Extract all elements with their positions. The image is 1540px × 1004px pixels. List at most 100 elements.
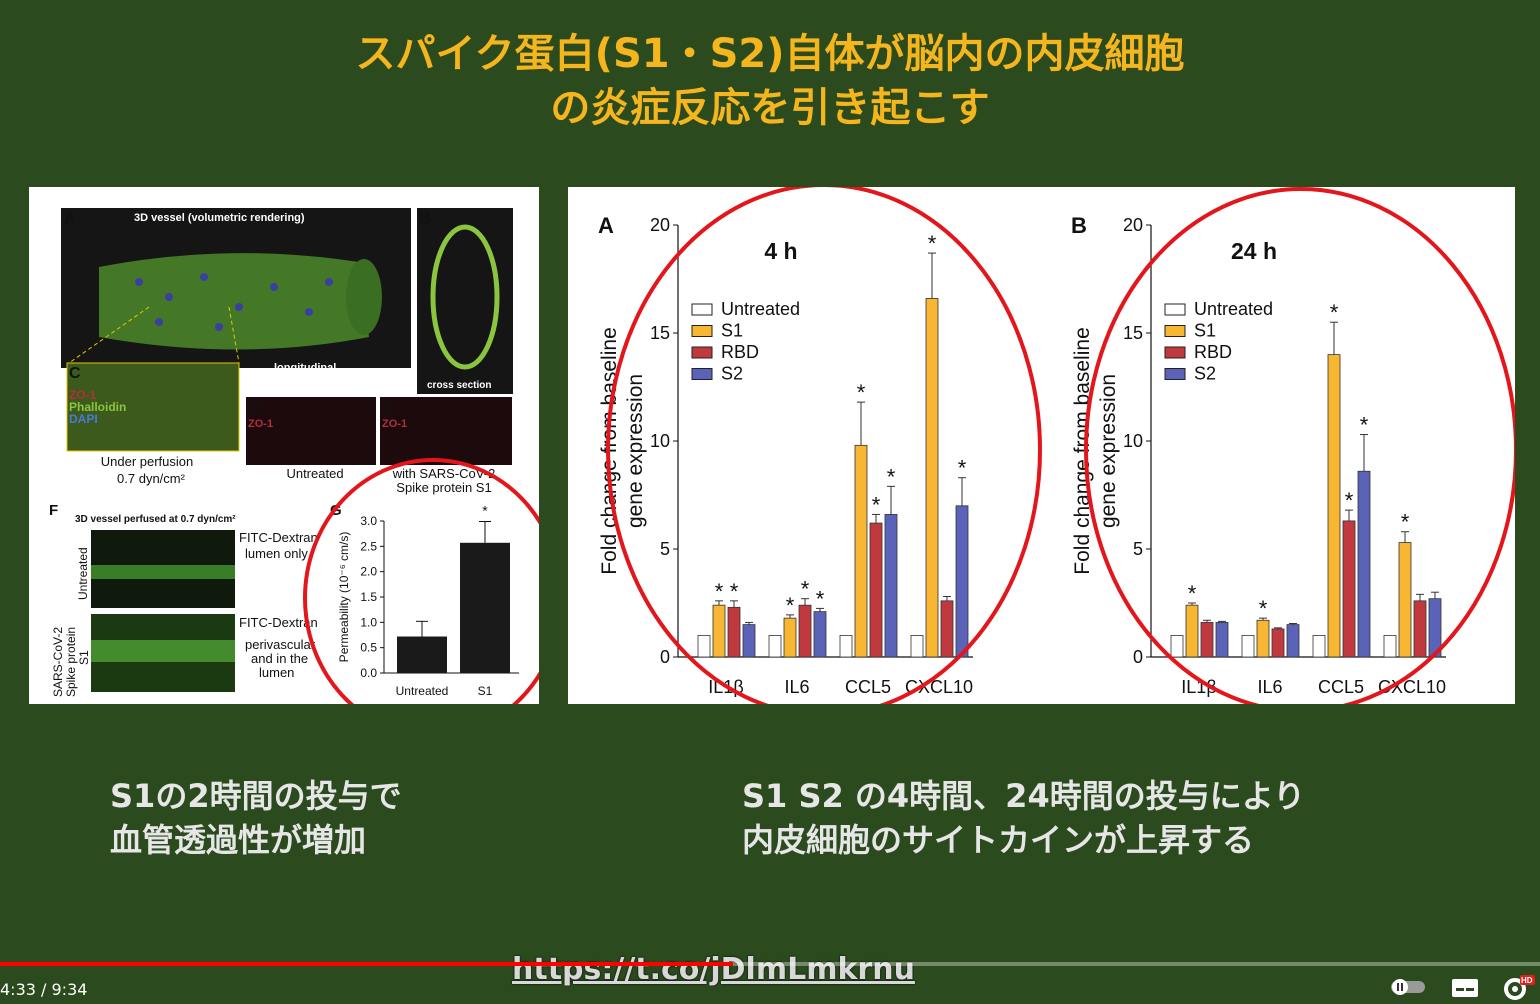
- y-tick-label: 0: [1133, 647, 1143, 667]
- bar: [1256, 619, 1270, 658]
- bar: [854, 444, 868, 658]
- settings-hd-icon[interactable]: HD: [1502, 974, 1536, 1004]
- bar: [1398, 542, 1412, 658]
- panel-f-note1a: FITC-Dextran: [239, 530, 318, 545]
- bar: [798, 604, 812, 658]
- right-figure-panel: A 0 5 10 15 20 Fold change from baseline gene e…: [568, 183, 1518, 717]
- x-tick-label: CCL5: [845, 677, 891, 697]
- legend-label: RBD: [1194, 342, 1232, 362]
- sig-star: *: [816, 586, 825, 611]
- bar: [1312, 634, 1326, 658]
- x-tick-label: CXCL10: [905, 677, 973, 697]
- time-display: 4:33 / 9:34: [0, 980, 88, 999]
- panel-e-caption1: with SARS-CoV-2: [392, 466, 496, 481]
- x-tick-label: IL6: [784, 677, 809, 697]
- x-tick-label: CCL5: [1318, 677, 1364, 697]
- progress-fill[interactable]: [0, 962, 734, 966]
- bar: [1327, 354, 1341, 658]
- caption-left-line1: S1の2時間の投与で: [110, 777, 402, 815]
- legend-swatch: [691, 325, 713, 337]
- y-tick-label: 15: [1123, 323, 1143, 343]
- panel-e-label: E: [382, 399, 392, 416]
- legend-swatch: [1164, 303, 1186, 316]
- bar: [768, 634, 782, 658]
- sig-star: *: [1360, 413, 1369, 438]
- panel-e-stain: ZO-1: [382, 418, 407, 430]
- caption-right-line1: S1 S2 の4時間、24時間の投与により: [742, 777, 1306, 815]
- bar: [742, 624, 756, 658]
- sig-star: *: [958, 456, 967, 481]
- bar: [1413, 600, 1427, 658]
- panel-e-caption2: Spike protein S1: [396, 480, 491, 495]
- autoplay-toggle-icon[interactable]: [1390, 976, 1426, 1000]
- panel-b-label: B: [419, 210, 431, 227]
- g-y-tick-label: 1.0: [360, 615, 377, 629]
- panel-label: B: [1071, 213, 1087, 238]
- legend-swatch: [1164, 368, 1186, 380]
- left-figure-panel: A 3D vessel (volumetric rendering) longi…: [29, 187, 563, 738]
- slide-title-line2: の炎症反応を引き起こす: [550, 85, 990, 131]
- y-tick-label: 15: [650, 323, 670, 343]
- panel-b-sub: cross section: [427, 380, 491, 391]
- vessel-shape: [99, 253, 369, 350]
- y-axis-label-line1: Fold change from baseline: [1071, 327, 1094, 574]
- x-tick-label: CXCL10: [1378, 677, 1446, 697]
- sig-star: *: [730, 579, 739, 604]
- bar: [783, 617, 797, 658]
- sig-star: *: [887, 464, 896, 489]
- bar: [869, 522, 883, 658]
- chart-title: 24 h: [1231, 238, 1277, 264]
- sig-star: *: [1188, 581, 1197, 606]
- bar: [940, 600, 954, 658]
- legend-label: Untreated: [721, 299, 800, 319]
- legend-swatch: [691, 368, 713, 380]
- panel-f-label: F: [49, 502, 58, 519]
- bar: [1215, 622, 1229, 658]
- sig-star: *: [928, 231, 937, 256]
- annotation-ellipse-b: [1084, 187, 1518, 713]
- g-sig-star: *: [482, 503, 488, 519]
- bar: [813, 611, 827, 658]
- overlay-url[interactable]: https://t.co/jDlmLmkrnu: [512, 952, 915, 987]
- panel-c-caption2: 0.7 dyn/cm²: [117, 471, 186, 486]
- y-tick-label: 10: [650, 431, 670, 451]
- g-x-tick-label: S1: [478, 684, 493, 698]
- bar: [712, 604, 726, 658]
- panel-c-stain1: ZO-1: [69, 388, 97, 402]
- panel-a-label: A: [64, 211, 76, 228]
- svg-text:HD: HD: [1521, 976, 1533, 985]
- g-bar: [460, 542, 510, 673]
- bar: [1357, 470, 1371, 658]
- panel-f-row2c: S1: [77, 650, 91, 665]
- panel-f-note2a: FITC-Dextran: [239, 615, 318, 630]
- slide-title-line1: スパイク蛋白(S1・S2)自体が脳内の内皮細胞: [355, 31, 1185, 77]
- panel-f-note1b: lumen only: [245, 546, 308, 561]
- progress-track[interactable]: [0, 962, 1540, 966]
- g-y-axis-label: Permeability (10⁻⁶ cm/s): [337, 532, 351, 663]
- panel-c-label: C: [69, 365, 81, 382]
- legend-swatch: [691, 303, 713, 316]
- g-y-tick-label: 0.5: [360, 641, 377, 655]
- y-tick-label: 20: [1123, 215, 1143, 235]
- panel-d-stain: ZO-1: [248, 418, 273, 430]
- g-y-tick-label: 0.0: [360, 666, 377, 680]
- legend-label: S1: [1194, 321, 1216, 341]
- y-tick-label: 10: [1123, 431, 1143, 451]
- legend-label: Untreated: [1194, 299, 1273, 319]
- legend-label: S2: [1194, 364, 1216, 384]
- sig-star: *: [1259, 596, 1268, 621]
- bar: [1241, 634, 1255, 658]
- panel-c-caption1: Under perfusion: [101, 454, 194, 469]
- legend-label: S1: [721, 321, 743, 341]
- sig-star: *: [715, 579, 724, 604]
- y-tick-label: 5: [660, 539, 670, 559]
- player-controls: 4:33 / 9:34 HD: [0, 960, 1540, 1002]
- legend-label: RBD: [721, 342, 759, 362]
- panel-f-note2c: and in the: [251, 651, 308, 666]
- panel-d-caption: Untreated: [286, 466, 343, 481]
- panel-c-image: [66, 362, 240, 452]
- subtitles-icon[interactable]: [1451, 976, 1479, 1002]
- left-figure-svg: A 3D vessel (volumetric rendering) longi…: [49, 208, 563, 738]
